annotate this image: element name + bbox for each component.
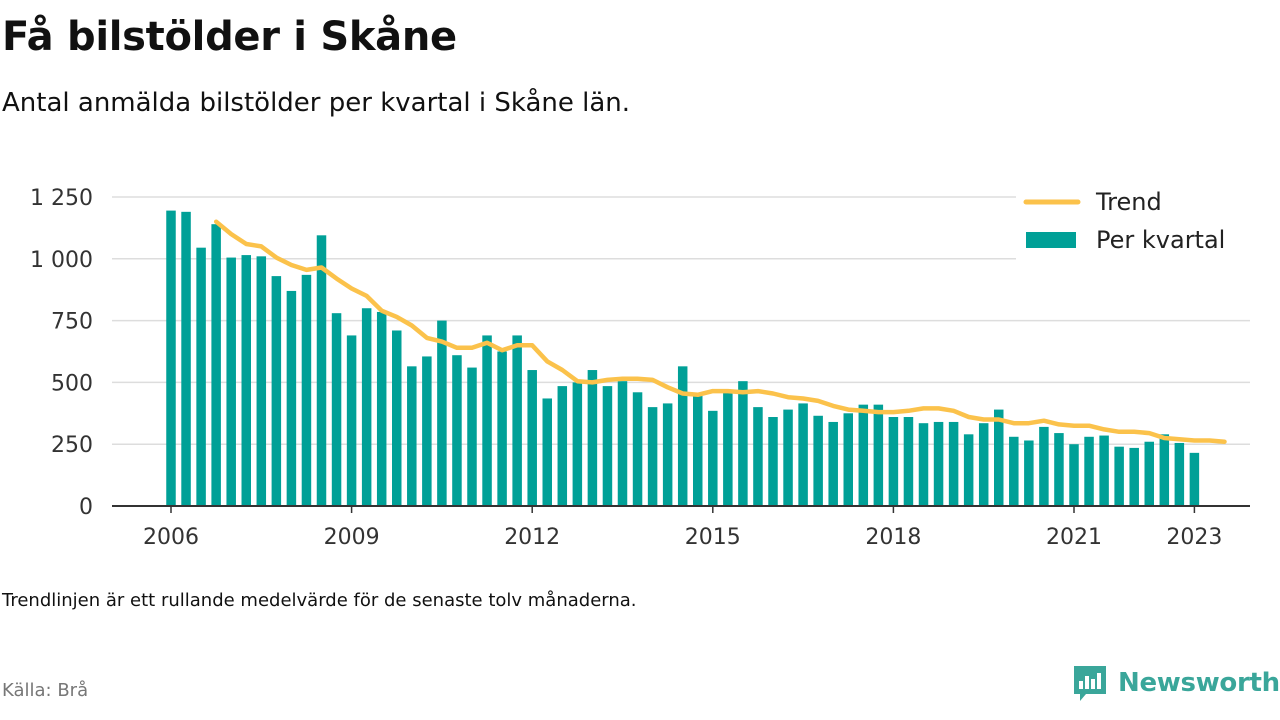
bar [376, 311, 387, 506]
x-tick-label: 2009 [324, 525, 380, 550]
bar [467, 367, 477, 506]
brand-logo: Newsworthy [1072, 664, 1280, 702]
bar [888, 417, 899, 506]
bar [738, 381, 748, 506]
trend-line [213, 219, 1227, 444]
bar [933, 421, 944, 506]
bar [978, 423, 989, 506]
y-tick-label: 1 000 [30, 248, 93, 273]
bar [271, 276, 282, 506]
bar [723, 392, 733, 506]
bar [948, 421, 959, 506]
bar [316, 235, 327, 506]
bar [783, 409, 793, 506]
bar [1159, 434, 1170, 506]
bar [813, 415, 823, 506]
bar [768, 417, 778, 506]
x-tick-label: 2006 [143, 525, 199, 550]
bar [331, 313, 342, 506]
y-tick-label: 0 [79, 495, 93, 520]
bar [828, 421, 838, 506]
bar [843, 413, 853, 506]
x-tick-label: 2021 [1046, 525, 1102, 550]
bar [286, 290, 297, 506]
bar [572, 382, 583, 506]
bar-line-chart: 0 250 500 750 1 000 1 250 2006 2009 2012 2015 2018… [30, 184, 1250, 550]
legend-bar-label: Per kvartal [1096, 226, 1225, 254]
bar [1099, 435, 1109, 506]
bar [963, 434, 974, 506]
bar [677, 366, 688, 506]
y-tick-label: 1 250 [30, 186, 93, 211]
y-tick-label: 250 [51, 433, 93, 458]
bar [1144, 441, 1154, 506]
bar [1054, 433, 1064, 506]
bar [662, 403, 673, 506]
bar [798, 403, 808, 506]
bar [602, 386, 613, 506]
bar [181, 211, 191, 506]
bar [196, 247, 206, 506]
bar [918, 423, 929, 506]
bar [557, 386, 568, 506]
bar [1039, 426, 1049, 506]
bar [994, 409, 1004, 506]
bar [497, 351, 507, 506]
chart-legend: Trend Per kvartal [1016, 184, 1250, 260]
bar [407, 366, 417, 506]
bar [211, 224, 221, 506]
y-tick-label: 750 [51, 310, 93, 335]
bar [1084, 436, 1094, 506]
bar [437, 320, 447, 506]
bar [753, 407, 763, 506]
bar [1024, 440, 1034, 506]
x-tick-label: 2018 [865, 525, 921, 550]
chart-title: Få bilstölder i Skåne [2, 14, 457, 60]
bar [1009, 436, 1019, 506]
chart-footnote: Trendlinjen är ett rullande medelvärde f… [2, 590, 637, 611]
bar [587, 370, 598, 506]
bar [903, 417, 914, 506]
x-tick-label: 2023 [1166, 525, 1222, 550]
bar [226, 257, 236, 506]
bar [1114, 446, 1124, 506]
bar [256, 256, 267, 506]
bar [693, 395, 703, 506]
bar [452, 355, 462, 506]
bar [708, 410, 718, 506]
bar [858, 404, 869, 506]
bar [392, 330, 402, 506]
bar [1174, 442, 1185, 506]
y-tick-label: 500 [51, 371, 93, 396]
bar [1129, 447, 1139, 506]
bar [1069, 444, 1079, 506]
bar [647, 407, 658, 506]
bar [166, 210, 176, 506]
x-tick-label: 2015 [685, 525, 741, 550]
bar [1189, 452, 1200, 506]
bar [527, 370, 537, 506]
source-credit: Källa: Brå [2, 680, 89, 701]
brand-name: Newsworthy [1118, 668, 1280, 698]
bar [617, 381, 628, 506]
legend-trend-label: Trend [1095, 188, 1162, 216]
x-tick-label: 2012 [504, 525, 560, 550]
bar [346, 335, 357, 506]
bar [512, 335, 522, 506]
bar [542, 398, 552, 506]
bar [301, 274, 312, 506]
bar [873, 404, 884, 506]
bar [241, 255, 251, 506]
chart-subtitle: Antal anmälda bilstölder per kvartal i S… [2, 88, 631, 118]
bar [422, 356, 432, 506]
bar [632, 392, 643, 506]
legend-bar-swatch [1026, 232, 1076, 248]
newsworthy-logo-icon [1074, 666, 1106, 701]
bar [482, 335, 492, 506]
bar [361, 308, 372, 506]
